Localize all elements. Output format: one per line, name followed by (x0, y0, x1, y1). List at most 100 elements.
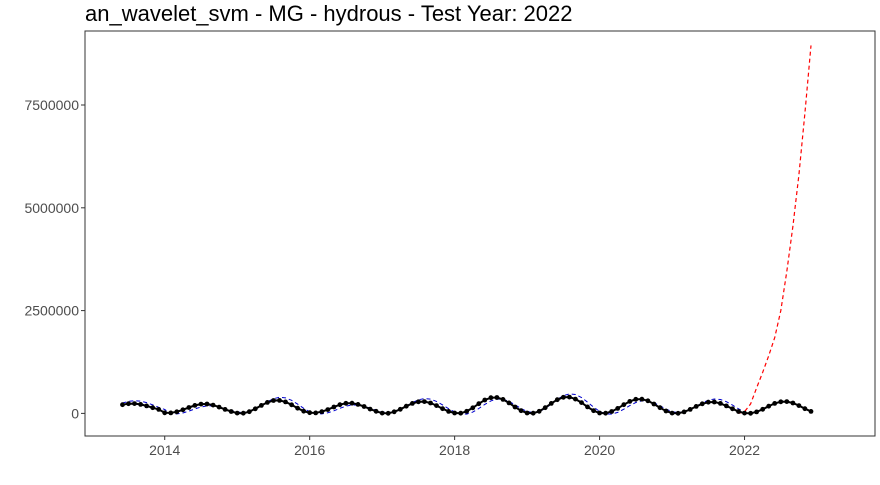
observed-point (361, 404, 367, 409)
observed-point (301, 408, 307, 414)
y-tick-label: 5000000 (24, 200, 79, 216)
observed-point (693, 404, 699, 409)
observed-point (766, 403, 772, 409)
chart-title: an_wavelet_svm - MG - hydrous - Test Yea… (85, 1, 573, 26)
observed-point (385, 410, 391, 416)
observed-point (156, 407, 162, 412)
plot-panel (84, 30, 876, 437)
observed-point (772, 401, 778, 406)
observed-point (216, 404, 222, 410)
observed-point (168, 410, 174, 416)
y-tick-label: 2500000 (24, 303, 79, 319)
observed-point (319, 409, 325, 415)
observed-point (391, 409, 397, 415)
observed-point (790, 400, 796, 406)
observed-point (724, 403, 729, 409)
y-axis: 0 2500000 5000000 7500000 (24, 97, 85, 421)
observed-point (446, 409, 451, 414)
observed-point (512, 404, 518, 410)
x-tick-label: 2020 (584, 442, 615, 458)
observed-point (313, 410, 319, 416)
observed-point (252, 406, 258, 412)
observed-point (609, 409, 615, 414)
observed-point (754, 409, 759, 415)
observed-point (464, 408, 470, 414)
observed-point (349, 400, 355, 406)
x-tick-label: 2014 (149, 442, 180, 458)
observed-point (808, 409, 814, 414)
observed-point (144, 403, 150, 409)
observed-point (621, 402, 627, 408)
observed-point (180, 407, 186, 413)
observed-point (277, 398, 282, 403)
observed-point (627, 399, 633, 404)
observed-point (591, 408, 596, 414)
observed-point (573, 396, 578, 402)
observed-point (633, 396, 639, 402)
observed-point (536, 408, 542, 414)
observed-point (748, 410, 753, 416)
observed-point (494, 395, 500, 400)
observed-point (548, 401, 554, 406)
observed-point (567, 394, 572, 400)
observed-point (289, 402, 294, 408)
observed-point (307, 410, 313, 416)
observed-point (615, 406, 621, 411)
observed-point (760, 406, 766, 412)
observed-point (403, 403, 409, 409)
observed-point (452, 410, 457, 416)
observed-point (397, 406, 403, 412)
observed-point (579, 400, 584, 405)
observed-point (657, 405, 663, 411)
observed-point (470, 405, 476, 411)
observed-point (428, 400, 433, 406)
observed-point (736, 409, 741, 414)
observed-point (422, 399, 427, 404)
observed-point (603, 410, 608, 416)
observed-point (222, 407, 228, 412)
observed-point (325, 407, 331, 412)
observed-point (204, 401, 210, 407)
observed-point (126, 401, 131, 407)
observed-point (186, 405, 192, 410)
observed-point (337, 402, 343, 408)
observed-point (681, 409, 687, 415)
observed-point (482, 397, 488, 403)
observed-point (234, 410, 240, 416)
observed-point (120, 402, 125, 408)
observed-point (246, 409, 252, 415)
x-axis: 2014 2016 2018 2020 2022 (149, 436, 760, 458)
observed-point (561, 394, 566, 400)
observed-point (476, 401, 482, 407)
observed-point (530, 410, 536, 416)
observed-point (150, 405, 156, 411)
x-tick-label: 2018 (439, 442, 470, 458)
observed-point (367, 406, 373, 412)
observed-point (228, 409, 234, 414)
observed-point (458, 410, 464, 416)
x-tick-label: 2022 (729, 442, 760, 458)
observed-point (500, 397, 506, 402)
observed-point (796, 403, 802, 408)
observed-point (259, 403, 264, 408)
observed-point (699, 401, 705, 407)
observed-point (802, 406, 808, 412)
observed-point (343, 400, 349, 406)
observed-point (162, 410, 168, 416)
observed-point (331, 404, 337, 410)
observed-point (434, 403, 439, 408)
observed-point (410, 401, 415, 406)
observed-point (271, 398, 276, 403)
observed-point (379, 410, 385, 416)
observed-point (687, 407, 693, 412)
observed-point (730, 406, 735, 412)
observed-point (240, 410, 246, 416)
observed-point (705, 399, 711, 405)
observed-point (373, 408, 379, 414)
observed-point (639, 396, 645, 402)
observed-point (711, 399, 717, 405)
y-tick-label: 7500000 (24, 97, 79, 113)
observed-point (675, 410, 681, 416)
observed-point (138, 402, 144, 407)
